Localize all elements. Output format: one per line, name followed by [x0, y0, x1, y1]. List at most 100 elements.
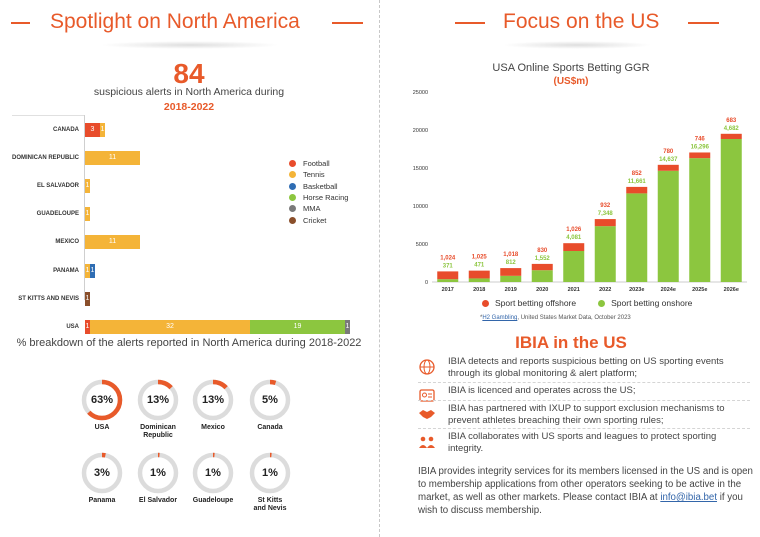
donut-label: Dominican Republic: [140, 424, 176, 439]
donut-percent: 13%: [201, 394, 225, 406]
bar-onshore: [657, 170, 679, 282]
contact-email-link[interactable]: info@ibia.bet: [660, 492, 718, 503]
donut-guadeloupe: 1% Guadeloupe: [183, 452, 243, 505]
offshore-value-label: 830: [537, 248, 548, 254]
donut-percent: 3%: [94, 467, 110, 479]
bar-segment-tennis: 1: [100, 123, 105, 137]
bar-offshore: [437, 271, 459, 280]
donut-ring: [192, 379, 234, 421]
donut-ring: [81, 452, 123, 494]
bar-segment-football: 1: [85, 319, 90, 334]
panel-divider: [379, 0, 380, 537]
bar-segment-tennis: 1: [85, 179, 90, 194]
ibia-point-text: IBIA has partnered with IXUP to support …: [448, 403, 725, 426]
bar-offshore: [720, 133, 742, 139]
ibia-separator: [418, 382, 750, 383]
chart-source: *H2 Gambling, United States Market Data,…: [480, 315, 631, 321]
bar-onshore: [468, 278, 490, 282]
ibia-separator: [418, 400, 750, 401]
us-title: Focus on the US: [503, 10, 660, 33]
membership-body: IBIA provides integrity services for its…: [418, 466, 753, 503]
onshore-value-label: 4,682: [724, 126, 740, 132]
source-text: , United States Market Data, October 202…: [517, 315, 631, 321]
donut-percent: 1%: [205, 467, 221, 479]
title-shadow: [100, 41, 280, 49]
x-tick-label: 2018: [473, 287, 485, 293]
donut-usa: 63% USA: [72, 379, 132, 432]
ibia-point-text: IBIA collaborates with US sports and lea…: [448, 431, 717, 454]
y-tick-label: 0: [425, 280, 428, 286]
bar-onshore: [500, 275, 522, 282]
legend-label: Cricket: [303, 215, 327, 225]
x-tick-label: 2024e: [661, 287, 676, 293]
membership-text: IBIA provides integrity services for its…: [418, 465, 754, 517]
donut-ring: [137, 452, 179, 494]
donut-ring: [81, 379, 123, 421]
offshore-swatch: [482, 299, 489, 307]
legend-item: MMA: [289, 203, 348, 214]
y-tick-label: 15000: [413, 166, 428, 172]
donut-st-kitts-and-nevis: 1% St Kitts and Nevis: [240, 452, 300, 513]
bar-onshore: [720, 138, 742, 282]
country-label: EL SALVADOR: [36, 183, 79, 190]
y-tick-label: 20000: [413, 128, 428, 134]
x-tick-label: 2021: [568, 287, 580, 293]
alert-years: 2018-2022: [163, 101, 215, 113]
x-tick-label: 2017: [442, 287, 454, 293]
offshore-value-label: 683: [726, 118, 737, 124]
legend-offshore-label: Sport betting offshore: [495, 298, 577, 308]
donut-ring: [137, 379, 179, 421]
bar-offshore: [626, 186, 648, 194]
legend-item: Basketball: [289, 181, 348, 192]
bar-onshore: [531, 270, 553, 282]
bar-segment-tennis: 11: [85, 235, 140, 250]
donut-label: El Salvador: [138, 497, 178, 504]
sport-legend: Football Tennis Basketball Horse Racing MMA C…: [289, 158, 348, 226]
bar-offshore: [563, 243, 585, 251]
offshore-value-label: 1,024: [440, 255, 456, 261]
bar-onshore: [594, 226, 616, 282]
donut-mexico: 13% Mexico: [183, 379, 243, 432]
donut-label: Guadeloupe: [192, 497, 234, 504]
ggr-legend: Sport betting offshore Sport betting ons…: [482, 298, 714, 308]
legend-offshore: Sport betting offshore: [482, 298, 576, 308]
onshore-value-label: 371: [443, 263, 454, 269]
x-tick-label: 2023e: [629, 287, 644, 293]
donut-dominican-republic: 13% Dominican Republic: [128, 379, 188, 440]
breakdown-title: % breakdown of the alerts reported in No…: [16, 337, 362, 349]
top-rule: [12, 115, 84, 116]
legend-swatch: [289, 171, 296, 179]
donut-percent: 13%: [146, 394, 170, 406]
legend-label: Basketball: [303, 181, 338, 191]
bar-onshore: [437, 279, 459, 282]
license-icon: [419, 389, 435, 402]
donut-fill: [192, 379, 234, 421]
y-tick-label: 25000: [413, 90, 428, 96]
donut-fill: [249, 379, 291, 421]
bar-segment-cricket: 1: [85, 291, 90, 306]
onshore-value-label: 4,081: [566, 235, 582, 241]
donut-canada: 5% Canada: [240, 379, 300, 432]
legend-swatch: [289, 216, 296, 224]
ibia-separator: [418, 428, 750, 429]
handshake-icon: [419, 410, 435, 419]
donut-fill: [192, 452, 234, 494]
donut-fill: [137, 379, 179, 421]
y-tick-label: 10000: [413, 204, 428, 210]
bar-segment-tennis: 32: [90, 319, 250, 334]
source-link[interactable]: H2 Gambling: [482, 315, 518, 321]
offshore-value-label: 1,025: [472, 255, 488, 261]
legend-item: Cricket: [289, 214, 348, 225]
spotlight-panel: Spotlight on North America 84 suspicious…: [0, 0, 378, 537]
onshore-value-label: 14,637: [659, 157, 678, 163]
ibia-point-text: IBIA is licenced and operates across the…: [448, 385, 636, 396]
donut-label: Panama: [88, 497, 116, 504]
bar-segment-tennis: 11: [85, 151, 140, 166]
legend-label: Horse Racing: [303, 193, 349, 203]
onshore-value-label: 11,661: [628, 179, 647, 185]
spotlight-title: Spotlight on North America: [50, 10, 300, 33]
legend-label: Tennis: [303, 170, 325, 180]
x-tick-label: 2025e: [692, 287, 707, 293]
bar-segment-horse-racing: 19: [250, 319, 345, 334]
bar-offshore: [657, 164, 679, 171]
